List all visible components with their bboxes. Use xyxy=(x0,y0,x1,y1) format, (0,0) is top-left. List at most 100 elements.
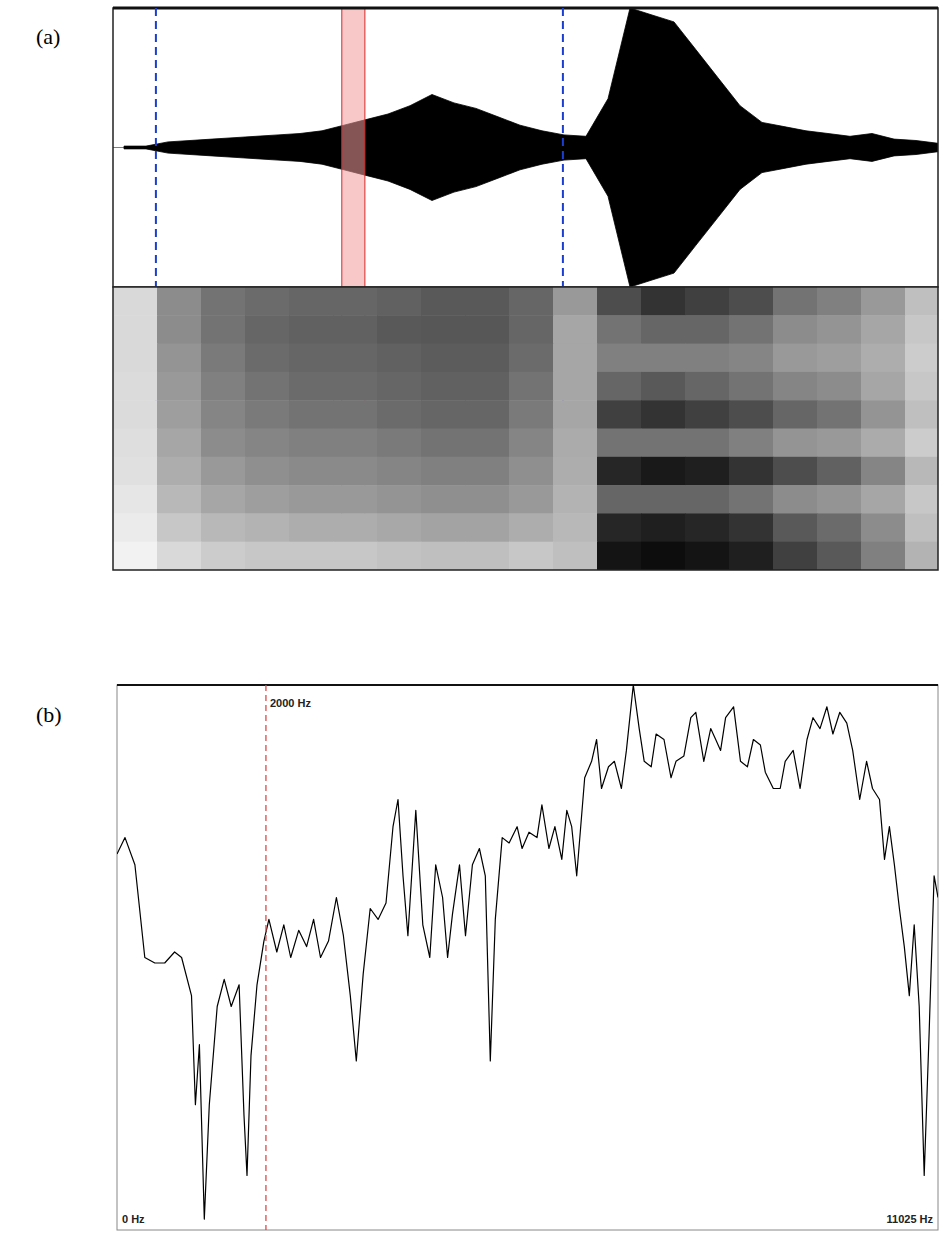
spectrogram-cell xyxy=(553,344,598,373)
spectrogram-cell xyxy=(201,287,246,316)
spectrogram-cell xyxy=(509,400,554,429)
spectrogram-cell xyxy=(333,457,378,486)
spectrogram-cell xyxy=(729,372,774,401)
spectrogram-cell xyxy=(905,485,938,514)
spectrogram-cell xyxy=(641,513,686,542)
spectrogram-cell xyxy=(641,344,686,373)
spectrogram-cell xyxy=(773,315,818,344)
figure: (a)(b)2000 Hz0 Hz11025 Hz xyxy=(0,0,944,1237)
spectrogram-cell xyxy=(421,429,466,458)
spectrogram-cell xyxy=(509,429,554,458)
spectrogram-cell xyxy=(861,513,906,542)
spectrogram-cell xyxy=(421,287,466,316)
spectrogram-cell xyxy=(201,315,246,344)
spectrogram-cell xyxy=(333,429,378,458)
spectrogram-cell xyxy=(553,542,598,570)
spectrogram-cell xyxy=(421,315,466,344)
spectrogram-cell xyxy=(905,400,938,429)
spectrogram-cell xyxy=(685,315,730,344)
spectrogram-cell xyxy=(157,315,202,344)
spectrogram-cell xyxy=(597,542,642,570)
spectrogram-cell xyxy=(685,513,730,542)
spectrogram-cell xyxy=(465,372,510,401)
spectrogram-cell xyxy=(113,429,158,458)
spectrogram-cell xyxy=(157,287,202,316)
waveform xyxy=(124,8,938,287)
spectrogram-cell xyxy=(817,372,862,401)
spectrogram-cell xyxy=(333,542,378,570)
spectrogram-cell xyxy=(641,457,686,486)
spectrogram-cell xyxy=(421,485,466,514)
spectrogram-cell xyxy=(465,542,510,570)
spectrogram-cell xyxy=(377,429,422,458)
spectrogram-cell xyxy=(377,400,422,429)
spectrogram-cell xyxy=(113,287,158,316)
spectrogram-cell xyxy=(861,400,906,429)
spectrogram-cell xyxy=(465,457,510,486)
spectrogram-cell xyxy=(377,372,422,401)
spectrogram-cell xyxy=(245,457,290,486)
spectrogram-cell xyxy=(201,457,246,486)
spectrogram-cell xyxy=(377,457,422,486)
spectrogram-cell xyxy=(201,372,246,401)
spectrogram-cell xyxy=(685,542,730,570)
spectrogram-cell xyxy=(157,400,202,429)
spectrogram-cell xyxy=(289,429,334,458)
spectrogram-cell xyxy=(377,344,422,373)
spectrogram-cell xyxy=(113,372,158,401)
tick-label: 0 Hz xyxy=(122,1213,145,1225)
spectrogram-cell xyxy=(641,287,686,316)
spectrogram-cell xyxy=(465,485,510,514)
spectrogram-cell xyxy=(509,315,554,344)
spectrogram-cell xyxy=(773,513,818,542)
spectrogram-cell xyxy=(113,315,158,344)
spectrogram-cell xyxy=(597,429,642,458)
frame xyxy=(117,685,938,1230)
spectrogram-cell xyxy=(289,457,334,486)
spectrogram-cell xyxy=(421,457,466,486)
spectrogram-cell xyxy=(113,513,158,542)
spectrogram-cell xyxy=(817,485,862,514)
spectrogram-cell xyxy=(333,400,378,429)
spectrogram-cell xyxy=(465,429,510,458)
plot-area xyxy=(113,287,938,570)
spectrogram-cell xyxy=(553,372,598,401)
spectrogram-cell xyxy=(597,513,642,542)
spectrogram-cell xyxy=(861,542,906,570)
spectrogram-cell xyxy=(861,287,906,316)
spectrogram-cell xyxy=(773,400,818,429)
spectrogram-cell xyxy=(905,315,938,344)
spectrum-line xyxy=(117,685,938,1219)
spectrogram-cell xyxy=(509,542,554,570)
spectrogram-cell xyxy=(465,315,510,344)
spectrogram-cell xyxy=(817,344,862,373)
spectrogram-cell xyxy=(509,513,554,542)
spectrogram-cell xyxy=(905,429,938,458)
spectrogram-cell xyxy=(685,287,730,316)
spectrogram-cell xyxy=(465,287,510,316)
spectrogram-cell xyxy=(421,542,466,570)
spectrogram-cell xyxy=(729,485,774,514)
spectrogram-cell xyxy=(333,485,378,514)
spectrogram-cell xyxy=(157,429,202,458)
spectrogram-cell xyxy=(817,457,862,486)
spectrogram-cell xyxy=(201,429,246,458)
spectrogram-cell xyxy=(905,457,938,486)
spectrogram-cell xyxy=(773,287,818,316)
spectrogram-cell xyxy=(377,485,422,514)
spectrogram-cell xyxy=(377,287,422,316)
spectrogram-cell xyxy=(905,344,938,373)
spectrogram-cell xyxy=(905,513,938,542)
spectrogram-cell xyxy=(333,513,378,542)
frame xyxy=(113,287,938,570)
spectrogram-cell xyxy=(245,513,290,542)
spectrogram-cell xyxy=(245,400,290,429)
spectrogram-cell xyxy=(245,542,290,570)
spectrogram-cell xyxy=(157,372,202,401)
spectrogram-cell xyxy=(729,315,774,344)
spectrogram-cell xyxy=(861,372,906,401)
spectrogram-cell xyxy=(905,372,938,401)
spectrogram-cell xyxy=(245,344,290,373)
spectrogram-cell xyxy=(245,315,290,344)
spectrogram-cell xyxy=(685,429,730,458)
